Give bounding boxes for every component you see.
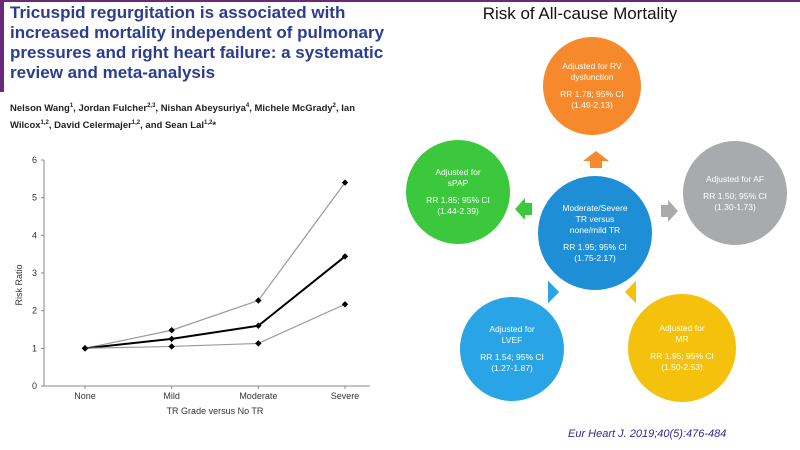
data-point <box>341 179 349 186</box>
lvef-label-2: LVEF <box>501 335 523 345</box>
paper-authors: Nelson Wang1, Jordan Fulcher2,3, Nishan … <box>10 103 356 132</box>
spap-label-1: Adjusted for <box>435 167 481 177</box>
mr-rr: RR 1.95; 95% CI <box>650 351 714 361</box>
citation: Eur Heart J. 2019;40(5):476-484 <box>568 428 727 440</box>
data-point <box>341 301 349 308</box>
data-point <box>168 327 175 334</box>
series-line-0 <box>84 182 346 349</box>
arrow-right-stem <box>661 205 668 217</box>
mr-label-2: MR <box>675 334 689 344</box>
x-tick-label: None <box>74 391 96 401</box>
data-point <box>341 253 349 260</box>
rv-label-2: dysfunction <box>570 72 614 82</box>
y-tick-label: 0 <box>32 381 37 391</box>
y-tick-label: 3 <box>32 268 37 278</box>
y-tick-label: 6 <box>32 155 37 165</box>
data-point <box>255 297 262 304</box>
rv-ci: (1.49-2.13) <box>571 100 613 110</box>
chart-axes: 0 1 2 3 4 5 6 None Mild Moderate Severe <box>32 155 370 401</box>
circle-rv-dysfunction: Adjusted for RV dysfunction RR 1.78; 95% … <box>543 37 641 135</box>
data-point <box>168 343 175 350</box>
arrow-left-stem <box>525 203 532 215</box>
lvef-rr: RR 1.54; 95% CI <box>480 352 544 362</box>
data-point <box>255 322 262 329</box>
circle-af: Adjusted for AF RR 1.50; 95% CI (1.30-1.… <box>683 141 787 245</box>
spap-label-2: sPAP <box>447 178 469 188</box>
x-tick-label: Mild <box>163 391 180 401</box>
series-line-1 <box>84 255 346 350</box>
center-rr: RR 1.95; 95% CI <box>563 241 627 252</box>
data-point <box>255 340 262 347</box>
x-tick-label: Moderate <box>239 391 277 401</box>
y-tick-label: 5 <box>32 193 37 203</box>
diagram-title: Risk of All-cause Mortality <box>482 4 678 23</box>
af-ci: (1.30-1.73) <box>714 201 756 212</box>
mr-ci: (1.50-2.53) <box>661 362 703 372</box>
y-tick-label: 1 <box>32 343 37 353</box>
center-label-2: TR versus <box>575 213 615 224</box>
center-label-3: none/mild TR <box>569 224 621 235</box>
lvef-label-1: Adjusted for <box>489 324 535 334</box>
y-tick-label: 2 <box>32 306 37 316</box>
rv-rr: RR 1.78; 95% CI <box>560 89 624 99</box>
series-line-2 <box>84 303 346 349</box>
mr-label-1: Adjusted for <box>659 323 705 333</box>
center-label-1: Moderate/Severe <box>562 202 628 213</box>
lvef-ci: (1.27-1.87) <box>491 363 533 373</box>
center-ci: (1.75-2.17) <box>574 252 616 263</box>
y-axis-label: Risk Ratio <box>14 264 24 305</box>
data-point <box>168 335 175 343</box>
risk-ratio-line-chart: 0 1 2 3 4 5 6 None Mild Moderate Severe Risk Ratio… <box>14 155 370 416</box>
arrow-right-icon <box>668 200 678 222</box>
circle-center-tr: Moderate/Severe TR versus none/mild TR RR … <box>538 176 652 290</box>
af-rr: RR 1.50; 95% CI <box>703 190 767 201</box>
af-label-1: Adjusted for AF <box>705 173 765 184</box>
chart-series <box>81 179 349 352</box>
spap-rr: RR 1.85; 95% CI <box>426 195 490 205</box>
x-axis-label: TR Grade versus No TR <box>167 406 264 416</box>
y-tick-label: 4 <box>32 230 37 240</box>
circle-mr: Adjusted for MR RR 1.95; 95% CI (1.50-2.5… <box>628 294 736 402</box>
rv-label-1: Adjusted for RV <box>562 61 622 71</box>
circle-spap: Adjusted for sPAP RR 1.85; 95% CI (1.44-2… <box>406 140 510 244</box>
arrow-up-stem <box>590 161 602 168</box>
arrow-down-left-icon <box>537 281 560 304</box>
top-rule <box>0 0 800 2</box>
title-accent-bar <box>0 0 4 92</box>
paper-title: Tricuspid regurgitation is associated wi… <box>10 3 385 82</box>
spap-ci: (1.44-2.39) <box>437 206 479 216</box>
arrow-left-icon <box>515 198 525 220</box>
arrow-up-icon <box>583 151 609 161</box>
data-point <box>81 345 89 352</box>
arrow-down-right-icon <box>625 281 648 304</box>
circle-lvef: Adjusted for LVEF RR 1.54; 95% CI (1.27-1… <box>460 297 564 401</box>
x-tick-label: Severe <box>331 391 360 401</box>
